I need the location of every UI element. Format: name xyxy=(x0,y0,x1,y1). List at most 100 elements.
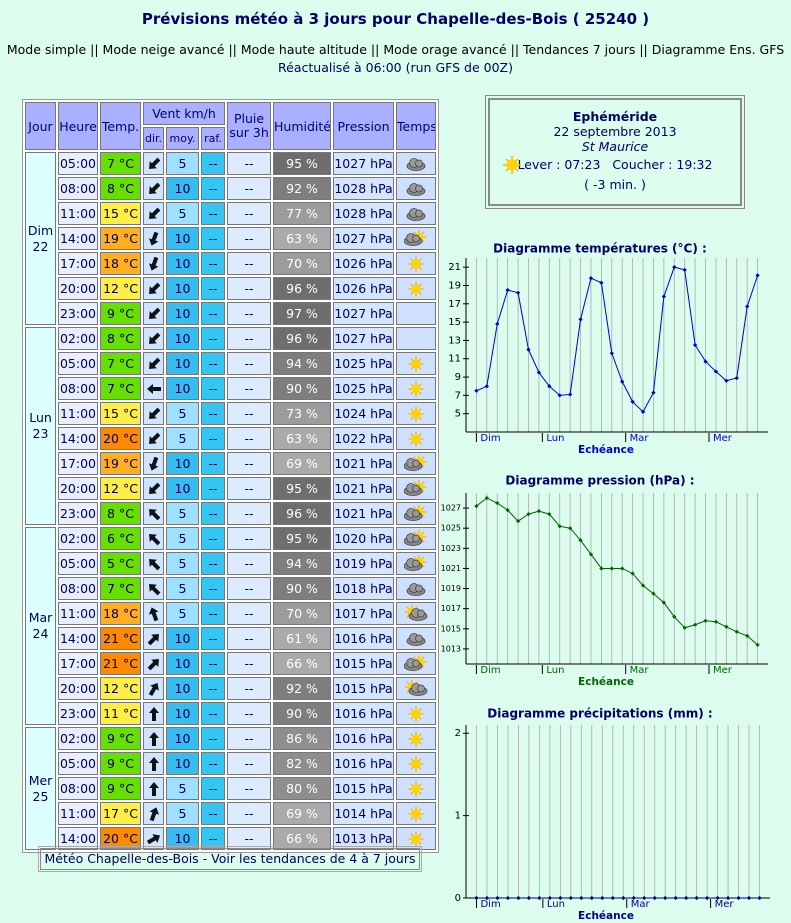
wind-arrow xyxy=(148,558,160,571)
nav-link[interactable]: Mode simple xyxy=(6,42,87,57)
wind-gust: -- xyxy=(201,327,226,350)
time: 14:00 xyxy=(58,627,98,650)
weather xyxy=(396,477,437,500)
header: Temp. xyxy=(100,102,141,150)
weather xyxy=(396,352,437,375)
wind-dir xyxy=(143,477,164,500)
temperature: 18 °C xyxy=(100,252,141,275)
wind-mean: 10 xyxy=(166,827,199,850)
sun xyxy=(411,809,421,818)
day-name: Dim xyxy=(27,222,54,238)
wind-mean: 5 xyxy=(166,202,199,225)
humidity: 92 % xyxy=(273,177,332,200)
weather-icon xyxy=(403,504,427,521)
rain: -- xyxy=(227,727,272,750)
row: Mar 24 02:00 6 °C 5 -- -- 95 % 1020 hPa xyxy=(25,527,437,725)
humidity: 96 % xyxy=(273,502,332,525)
y-tick-label: 1015 xyxy=(441,624,461,633)
rain: -- xyxy=(227,377,272,400)
humidity: 69 % xyxy=(273,452,332,475)
y-tick-label: 9 xyxy=(455,372,461,383)
data-point xyxy=(609,351,614,356)
time: 14:00 xyxy=(58,827,98,850)
sun xyxy=(411,709,421,718)
weather-icon xyxy=(408,806,424,821)
data-point xyxy=(588,276,594,281)
weather xyxy=(396,527,437,550)
row: 23:00 8 °C 5 -- -- 96 % 1021 hPa xyxy=(25,502,437,525)
x-tick-label: Dim xyxy=(480,433,500,444)
time: 14:00 xyxy=(58,427,98,450)
pressure: 1026 hPa xyxy=(333,277,395,300)
cloud xyxy=(412,459,420,467)
x-tick-label: Mer xyxy=(713,665,733,676)
weather-icon xyxy=(408,281,424,296)
weather-icon xyxy=(404,305,428,323)
row: 11:00 15 °C 5 -- -- 77 % 1028 hPa xyxy=(25,202,437,225)
weather-icon xyxy=(403,654,427,671)
forecast-table: Jour Heure Temp. Vent km/h Pluie sur 3h Humid… xyxy=(22,99,440,853)
arrow-shape xyxy=(148,781,159,796)
data-point xyxy=(578,538,583,543)
data-point xyxy=(642,895,647,901)
humidity: 94 % xyxy=(273,352,332,375)
pressure: 1022 hPa xyxy=(333,427,395,450)
wind-arrow xyxy=(148,282,160,294)
humidity: 90 % xyxy=(273,577,332,600)
separator: || xyxy=(90,42,99,57)
data-point xyxy=(484,895,490,901)
wind-mean: 5 xyxy=(166,402,199,425)
footer-link[interactable]: Météo Chapelle-des-Bois - Voir les tenda… xyxy=(38,846,422,872)
data-point xyxy=(547,512,552,517)
row: Mer 25 02:00 9 °C 10 -- -- 86 % 1016 hPa xyxy=(25,727,437,850)
temperature: 5 °C xyxy=(100,552,141,575)
row: 17:00 21 °C 10 -- -- 66 % 1015 hPa xyxy=(25,652,437,675)
row: 08:00 7 °C 5 -- -- 90 % 1018 hPa xyxy=(25,577,437,600)
wind-mean: 10 xyxy=(166,627,199,650)
x-axis-label: Echéance xyxy=(578,910,634,922)
nav-link[interactable]: Mode neige avancé xyxy=(102,42,225,57)
temperature: 8 °C xyxy=(100,177,141,200)
arrow-shape xyxy=(147,633,159,646)
arrow-shape xyxy=(148,607,158,622)
arrow-shape xyxy=(148,456,158,471)
weather-icon xyxy=(404,330,428,348)
data-point xyxy=(661,600,666,605)
wind-mean: 10 xyxy=(166,252,199,275)
time: 08:00 xyxy=(58,577,98,600)
wind-gust: -- xyxy=(201,252,226,275)
humidity: 95 % xyxy=(273,527,332,550)
pressure: 1015 hPa xyxy=(333,677,395,700)
weather xyxy=(396,752,437,775)
wind-gust: -- xyxy=(201,402,226,425)
wind-gust: -- xyxy=(201,802,226,825)
data-point xyxy=(579,895,584,901)
nav-link[interactable]: Tendances 7 jours xyxy=(523,42,636,57)
pressure: 1028 hPa xyxy=(333,177,395,200)
wind-gust: -- xyxy=(201,627,226,650)
separator: || xyxy=(370,42,380,57)
nav-link[interactable]: Mode orage avancé xyxy=(383,42,507,57)
rain: -- xyxy=(227,177,272,200)
x-tick-label: Mar xyxy=(630,665,650,676)
header: Humidité xyxy=(273,102,332,150)
pressure: 1016 hPa xyxy=(333,752,395,775)
cloud xyxy=(412,659,420,667)
data-point xyxy=(640,409,646,414)
wind-arrow xyxy=(148,432,160,444)
wind-gust: -- xyxy=(201,452,226,475)
nav-link[interactable]: Mode haute altitude xyxy=(240,42,367,57)
chart-title: Diagramme températures (°C) : xyxy=(493,242,707,256)
data-point xyxy=(725,895,731,901)
chart-title: Diagramme pression (hPa) : xyxy=(505,474,694,488)
day-cell: Lun 23 xyxy=(25,327,56,525)
y-tick-label: 0 xyxy=(455,893,461,904)
nav-link[interactable]: Diagramme Ens. GFS xyxy=(651,42,785,57)
wind-gust: -- xyxy=(201,527,226,550)
row: 20:00 12 °C 10 -- -- 95 % 1021 hPa xyxy=(25,477,437,500)
x-tick-label: Lun xyxy=(546,665,564,676)
wind-dir xyxy=(143,602,164,625)
wind-arrow xyxy=(148,781,159,796)
wind-gust: -- xyxy=(201,652,226,675)
rain: -- xyxy=(227,227,272,250)
